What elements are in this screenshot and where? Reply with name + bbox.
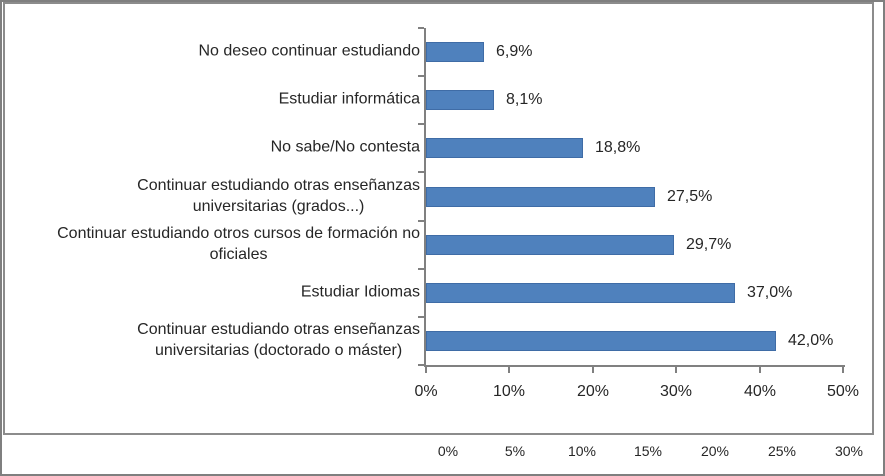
category-label: Estudiar Idiomas: [300, 283, 420, 301]
x-axis-tick-label: 10%: [492, 383, 526, 400]
bar: [426, 283, 735, 303]
category-label: Estudiar informática: [278, 90, 420, 108]
category-axis-line: [424, 28, 426, 367]
bar: [426, 90, 494, 110]
secondary-axis-tick-label: 10%: [567, 443, 597, 459]
value-label: 8,1%: [506, 91, 543, 108]
value-axis-tick: [842, 367, 844, 373]
category-label: No deseo continuar estudiando: [198, 42, 421, 60]
bar: [426, 331, 776, 351]
category-label: No sabe/No contesta: [270, 138, 420, 156]
x-axis-tick-label: 50%: [826, 383, 860, 400]
category-axis-tick: [418, 364, 424, 366]
value-label: 42,0%: [788, 332, 834, 349]
value-axis-tick: [759, 367, 761, 373]
secondary-axis-tick-label: 30%: [834, 443, 864, 459]
category-axis-tick: [418, 171, 424, 173]
value-axis-tick: [675, 367, 677, 373]
bar: [426, 138, 583, 158]
x-axis-tick-label: 0%: [414, 383, 438, 400]
x-axis-tick-label: 20%: [576, 383, 610, 400]
secondary-axis-tick-label: 25%: [767, 443, 797, 459]
value-axis-tick: [425, 367, 427, 373]
value-label: 6,9%: [496, 43, 533, 60]
category-axis-tick: [418, 75, 424, 77]
bar: [426, 187, 655, 207]
secondary-axis-tick-label: 15%: [633, 443, 663, 459]
value-label: 18,8%: [595, 139, 641, 156]
value-label: 37,0%: [747, 284, 793, 301]
bar: [426, 42, 484, 62]
category-axis-tick: [418, 27, 424, 29]
category-label: Continuar estudiando otros cursos de for…: [57, 225, 420, 263]
category-axis-tick: [418, 316, 424, 318]
value-axis-tick: [508, 367, 510, 373]
value-label: 27,5%: [667, 188, 713, 205]
secondary-axis-tick-label: 0%: [437, 443, 459, 459]
category-axis-tick: [418, 123, 424, 125]
secondary-axis-tick-label: 20%: [700, 443, 730, 459]
bar: [426, 235, 674, 255]
value-label: 29,7%: [686, 236, 732, 253]
value-axis-line: [424, 365, 845, 367]
category-axis-tick: [418, 220, 424, 222]
secondary-axis-tick-label: 5%: [504, 443, 526, 459]
x-axis-tick-label: 40%: [743, 383, 777, 400]
x-axis-tick-label: 30%: [659, 383, 693, 400]
chart-frame: [3, 2, 874, 435]
category-label: Continuar estudiando otras enseñanzas un…: [137, 321, 420, 359]
category-label: Continuar estudiando otras enseñanzas un…: [137, 177, 420, 215]
category-axis-tick: [418, 268, 424, 270]
value-axis-tick: [592, 367, 594, 373]
